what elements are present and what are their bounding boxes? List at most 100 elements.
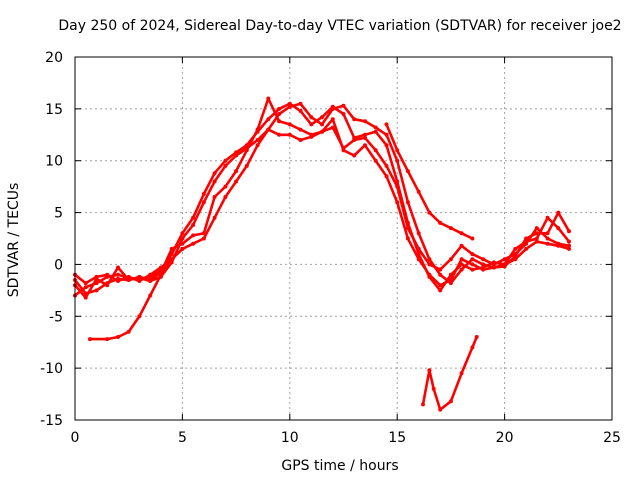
data-point bbox=[438, 220, 443, 225]
data-point bbox=[223, 195, 228, 199]
data-point bbox=[298, 101, 303, 106]
data-point bbox=[524, 236, 529, 241]
data-point bbox=[191, 233, 196, 238]
data-point bbox=[470, 252, 475, 257]
data-point bbox=[395, 148, 400, 153]
data-point bbox=[309, 122, 314, 127]
series-group bbox=[73, 96, 571, 412]
data-point bbox=[556, 210, 561, 215]
data-point bbox=[169, 246, 174, 251]
data-point bbox=[88, 337, 92, 342]
data-point bbox=[223, 158, 228, 163]
data-point bbox=[448, 226, 453, 231]
data-point bbox=[94, 274, 99, 279]
data-point bbox=[158, 265, 163, 270]
data-point bbox=[212, 171, 217, 176]
data-point bbox=[180, 241, 185, 246]
plot-frame bbox=[74, 56, 613, 421]
data-point bbox=[341, 148, 346, 153]
data-point bbox=[470, 267, 475, 272]
data-point bbox=[191, 223, 196, 227]
x-tick-label: 25 bbox=[603, 430, 621, 446]
data-point bbox=[126, 329, 131, 334]
data-point bbox=[373, 129, 378, 134]
data-point bbox=[545, 236, 550, 241]
data-point bbox=[137, 274, 142, 279]
data-point bbox=[438, 407, 443, 412]
data-point bbox=[277, 119, 282, 124]
data-point bbox=[556, 243, 561, 248]
y-tick-label: -5 bbox=[49, 309, 63, 325]
data-point bbox=[137, 279, 142, 283]
data-point bbox=[416, 231, 421, 236]
data-point bbox=[116, 335, 120, 339]
data-point bbox=[567, 239, 571, 244]
data-point bbox=[234, 179, 239, 184]
data-point bbox=[416, 246, 421, 251]
data-point bbox=[105, 283, 110, 288]
data-point bbox=[244, 163, 249, 168]
data-point bbox=[373, 125, 378, 130]
data-point bbox=[266, 96, 271, 101]
data-point bbox=[567, 229, 571, 234]
x-tick-label: 5 bbox=[178, 430, 187, 446]
data-point bbox=[148, 278, 153, 282]
data-point bbox=[481, 267, 486, 272]
data-point bbox=[116, 279, 120, 283]
data-point bbox=[105, 272, 110, 277]
y-tick-label: -10 bbox=[40, 361, 63, 377]
data-point bbox=[287, 122, 292, 127]
data-point bbox=[277, 106, 282, 111]
series-line-arc-7 bbox=[421, 335, 478, 411]
data-point bbox=[244, 148, 249, 153]
data-point bbox=[201, 236, 206, 241]
data-point bbox=[474, 335, 479, 339]
data-point bbox=[545, 215, 550, 220]
data-point bbox=[94, 288, 99, 293]
data-point bbox=[427, 368, 432, 373]
data-point bbox=[212, 195, 217, 199]
data-point bbox=[534, 236, 539, 241]
data-point bbox=[545, 231, 550, 236]
axis-ticks: 0 5 10 15 20 25 -15 -10 -5 0 5 10 15 20 bbox=[40, 50, 621, 446]
data-point bbox=[431, 386, 436, 391]
y-tick-label: 20 bbox=[45, 50, 63, 66]
data-point bbox=[513, 252, 518, 257]
data-point bbox=[341, 103, 346, 108]
data-point bbox=[234, 150, 239, 155]
data-point bbox=[169, 257, 174, 262]
data-point bbox=[191, 241, 196, 246]
data-point bbox=[502, 257, 507, 262]
data-point bbox=[266, 117, 271, 122]
data-point bbox=[320, 115, 324, 120]
data-point bbox=[416, 257, 421, 262]
data-point bbox=[395, 158, 400, 163]
data-point bbox=[481, 262, 486, 267]
data-point bbox=[201, 200, 206, 205]
data-point bbox=[212, 179, 217, 184]
data-point bbox=[266, 127, 271, 132]
data-point bbox=[363, 132, 367, 137]
data-point bbox=[459, 371, 464, 376]
data-point bbox=[459, 243, 464, 248]
data-point bbox=[395, 200, 400, 205]
data-point bbox=[416, 189, 421, 194]
data-point bbox=[148, 272, 153, 277]
data-point bbox=[148, 293, 153, 298]
data-point bbox=[373, 158, 378, 163]
data-point bbox=[395, 184, 400, 189]
y-tick-label: 10 bbox=[45, 154, 63, 170]
data-point bbox=[363, 143, 367, 148]
data-point bbox=[384, 163, 389, 168]
data-point bbox=[427, 272, 432, 277]
data-point bbox=[105, 337, 110, 342]
data-point bbox=[158, 272, 163, 277]
x-axis-label: GPS time / hours bbox=[281, 458, 398, 474]
data-point bbox=[427, 257, 432, 262]
data-point bbox=[180, 231, 185, 236]
data-point bbox=[405, 200, 410, 205]
data-point bbox=[116, 265, 120, 270]
data-point bbox=[448, 281, 453, 286]
